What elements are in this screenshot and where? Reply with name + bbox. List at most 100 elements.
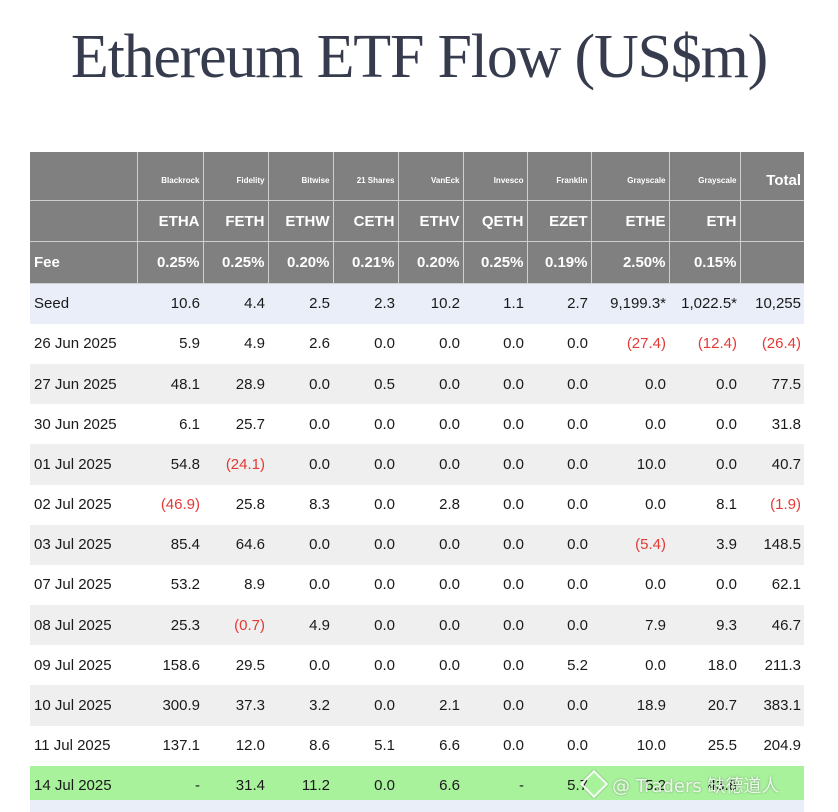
row-date-cell: 03 Jul 2025	[30, 524, 137, 565]
issuer-header-row: Blackrock Fidelity Bitwise 21 Shares Van…	[30, 152, 804, 202]
ticker-cell: ETHA	[137, 200, 204, 243]
ticker-cell: FETH	[203, 200, 269, 243]
flow-cell: 10.2	[398, 283, 463, 324]
flow-cell: 54.8	[137, 444, 203, 485]
flow-cell: 0.0	[333, 685, 398, 726]
issuer-cell: Blackrock	[137, 152, 204, 202]
row-date-cell: 26 Jun 2025	[30, 323, 137, 364]
table-row: Seed 10.6 4.4 2.5 2.3 10.2 1.1 2.7 9,199.3* 1,022…	[30, 283, 804, 324]
total-cell: 211.3	[740, 645, 804, 686]
flow-cell: 2.1	[398, 685, 463, 726]
table-bottom-strip	[30, 800, 804, 812]
row-date-cell: 07 Jul 2025	[30, 564, 137, 606]
flow-cell: 28.9	[203, 363, 268, 405]
flow-cell: 0.0	[527, 564, 591, 606]
fee-cell: 0.19%	[527, 241, 592, 284]
row-date-cell: 14 Jul 2025	[30, 765, 137, 806]
flow-cell: 18.0	[669, 645, 740, 686]
flow-cell: 8.9	[203, 564, 268, 606]
flow-cell: 158.6	[137, 645, 203, 686]
issuer-cell: Invesco	[463, 152, 528, 202]
flow-cell: 6.1	[137, 404, 203, 445]
table-row: 09 Jul 2025 158.6 29.5 0.0 0.0 0.0 0.0 5.2 0.0 18…	[30, 645, 804, 686]
issuer-cell: Franklin	[527, 152, 592, 202]
flow-cell: 29.5	[203, 645, 268, 686]
fee-cell: 0.21%	[333, 241, 399, 284]
total-cell: 77.5	[740, 363, 804, 405]
row-date-cell: 02 Jul 2025	[30, 484, 137, 525]
flow-cell: 25.8	[203, 484, 268, 525]
flow-cell: 25.5	[669, 725, 740, 766]
table-row: 03 Jul 2025 85.4 64.6 0.0 0.0 0.0 0.0 0.0 (5.4) 3…	[30, 524, 804, 565]
flow-cell: 11.2	[268, 765, 333, 806]
flow-cell: 0.0	[463, 605, 527, 646]
flow-cell: 0.0	[333, 605, 398, 646]
table-row: 02 Jul 2025 (46.9) 25.8 8.3 0.0 2.8 0.0 0.0 0.0 8…	[30, 484, 804, 525]
flow-cell: 0.0	[669, 363, 740, 405]
flow-cell: 0.0	[527, 444, 591, 485]
flow-cell: 0.0	[333, 524, 398, 565]
flow-cell: 0.0	[333, 484, 398, 525]
fee-cell: 0.25%	[463, 241, 528, 284]
flow-cell: 0.0	[398, 564, 463, 606]
total-cell: (26.4)	[740, 323, 804, 364]
issuer-cell: Bitwise	[268, 152, 334, 202]
flow-cell: 31.4	[203, 765, 268, 806]
flow-cell: 300.9	[137, 685, 203, 726]
watermark-logo-icon	[579, 769, 609, 799]
issuer-cell: 21 Shares	[333, 152, 399, 202]
flow-cell: 7.9	[591, 605, 669, 646]
table-row: 26 Jun 2025 5.9 4.9 2.6 0.0 0.0 0.0 0.0 (27.4) (1…	[30, 323, 804, 364]
ticker-cell	[30, 200, 138, 243]
flow-cell: 0.0	[268, 444, 333, 485]
table-row: 01 Jul 2025 54.8 (24.1) 0.0 0.0 0.0 0.0 0.0 10.0…	[30, 444, 804, 485]
flow-cell: 4.4	[203, 283, 268, 324]
flow-cell: 0.0	[527, 404, 591, 445]
flow-cell: 6.6	[398, 765, 463, 806]
flow-cell: 0.0	[333, 765, 398, 806]
flow-cell: 4.9	[268, 605, 333, 646]
flow-cell: 53.2	[137, 564, 203, 606]
flow-cell: -	[137, 765, 203, 806]
row-date-cell: Seed	[30, 283, 137, 324]
ticker-cell: EZET	[527, 200, 592, 243]
flow-cell: 0.0	[398, 404, 463, 445]
flow-cell: (0.7)	[203, 605, 268, 646]
flow-cell: 5.7	[527, 765, 591, 806]
flow-cell: 18.9	[591, 685, 669, 726]
issuer-cell: Grayscale	[669, 152, 741, 202]
table-row: 30 Jun 2025 6.1 25.7 0.0 0.0 0.0 0.0 0.0 0.0 0.0 3…	[30, 404, 804, 445]
table-row: 14 Jul 2025-31.4 11.2 0.0 6.6-5.7 5.2 43.8	[30, 765, 804, 806]
fee-cell: 0.25%	[203, 241, 269, 284]
flow-cell: 3.2	[268, 685, 333, 726]
flow-cell: 0.0	[333, 323, 398, 364]
flow-cell: 0.0	[591, 484, 669, 525]
flow-cell: 0.0	[527, 323, 591, 364]
flow-cell: 12.0	[203, 725, 268, 766]
total-cell: 383.1	[740, 685, 804, 726]
flow-cell: 0.0	[463, 645, 527, 686]
total-header: Total	[740, 152, 804, 202]
issuer-cell: Grayscale	[591, 152, 670, 202]
flow-cell: 0.0	[463, 484, 527, 525]
flow-cell: 20.7	[669, 685, 740, 726]
fee-cell: 0.15%	[669, 241, 741, 284]
fee-label: Fee	[30, 241, 138, 284]
flow-cell: (27.4)	[591, 323, 669, 364]
flow-cell: 4.9	[203, 323, 268, 364]
flow-cell: 0.0	[463, 685, 527, 726]
flow-cell: 10.0	[591, 725, 669, 766]
flow-cell: 5.9	[137, 323, 203, 364]
flow-cell: 0.0	[463, 524, 527, 565]
flow-cell: -	[463, 765, 527, 806]
issuer-cell	[30, 152, 138, 202]
row-date-cell: 11 Jul 2025	[30, 725, 137, 766]
etf-flow-table: Blackrock Fidelity Bitwise 21 Shares Van…	[30, 152, 804, 806]
flow-cell: 64.6	[203, 524, 268, 565]
fee-cell: 0.20%	[398, 241, 464, 284]
page-title: Ethereum ETF Flow (US$m)	[70, 23, 768, 91]
total-cell: 10,255	[740, 283, 804, 324]
flow-cell: 2.5	[268, 283, 333, 324]
row-date-cell: 27 Jun 2025	[30, 363, 137, 405]
table-row: 27 Jun 2025 48.1 28.9 0.0 0.5 0.0 0.0 0.0 0.0 0.0…	[30, 363, 804, 405]
